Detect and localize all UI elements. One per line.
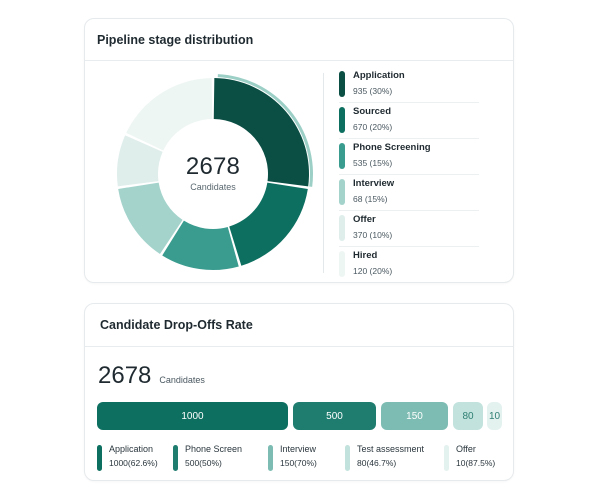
legend-name: Test assessment	[357, 444, 425, 454]
dropoff-legend: Application 1000(62.6%) Phone Screen 500…	[97, 443, 507, 473]
donut-total-label: Candidates	[190, 182, 236, 192]
legend-swatch	[268, 445, 273, 471]
legend-value: 80(46.7%)	[357, 458, 397, 468]
legend-swatch	[444, 445, 449, 471]
legend-value: 535 (15%)	[353, 158, 393, 168]
legend-name: Application	[109, 444, 154, 454]
legend-value: 370 (10%)	[353, 230, 393, 240]
legend-swatch	[173, 445, 178, 471]
legend-item-sourced[interactable]: Sourced 670 (20%)	[339, 103, 479, 139]
legend-name: Hired	[353, 250, 378, 261]
donut-slice-phone-screening[interactable]	[162, 220, 239, 270]
donut-slice-sourced[interactable]	[229, 182, 308, 266]
donut-total: 2678	[185, 153, 241, 180]
legend-name: Phone Screening	[353, 142, 431, 153]
legend-item-interview[interactable]: Interview 68 (15%)	[339, 175, 479, 211]
legend-name: Offer	[353, 214, 376, 225]
funnel-segment-offer[interactable]: 10	[487, 402, 502, 430]
donut-center: 2678 Candidates	[155, 153, 271, 193]
dropoff-total: 2678	[98, 362, 152, 389]
pipeline-donut-chart: 2678 Candidates	[85, 62, 320, 282]
legend-swatch	[97, 445, 102, 471]
legend-value: 1000(62.6%)	[109, 458, 158, 468]
pipeline-card: Pipeline stage distribution 2678 Candida…	[84, 18, 514, 283]
donut-slice-application[interactable]	[213, 78, 309, 187]
dropoff-total-row: 2678 Candidates	[98, 362, 205, 390]
legend-item-phone-screening[interactable]: Phone Screening 535 (15%)	[339, 139, 479, 175]
legend-value: 500(50%)	[185, 458, 222, 468]
legend-name: Offer	[456, 444, 476, 454]
legend-swatch	[339, 107, 345, 133]
legend-swatch	[339, 215, 345, 241]
legend-name: Application	[353, 70, 405, 81]
legend-name: Phone Screen	[185, 444, 243, 454]
legend-swatch	[339, 71, 345, 97]
donut-slice-interview[interactable]	[118, 182, 183, 255]
legend-swatch	[339, 251, 345, 277]
legend-name: Sourced	[353, 106, 392, 117]
legend-value: 670 (20%)	[353, 122, 393, 132]
donut-slice-hired[interactable]	[126, 78, 213, 151]
funnel-segment-interview[interactable]: 150	[381, 402, 448, 430]
pipeline-donut-svg	[117, 74, 313, 270]
legend-value: 935 (30%)	[353, 86, 393, 96]
funnel-segment-application[interactable]: 1000	[97, 402, 288, 430]
dropoff-total-label: Candidates	[159, 375, 205, 385]
legend-swatch	[339, 179, 345, 205]
donut-slice-offer[interactable]	[117, 135, 163, 187]
legend-value: 150(70%)	[280, 458, 317, 468]
legend-item-application[interactable]: Application 935 (30%)	[339, 67, 479, 103]
legend-swatch	[339, 143, 345, 169]
legend-value: 68 (15%)	[353, 194, 388, 204]
legend-item-offer[interactable]: Offer 370 (10%)	[339, 211, 479, 247]
legend-value: 10(87.5%)	[456, 458, 496, 468]
legend-item-hired[interactable]: Hired 120 (20%)	[339, 247, 479, 283]
funnel-segment-test-assessment[interactable]: 80	[453, 402, 483, 430]
dropoff-card: Candidate Drop-Offs Rate 2678 Candidates…	[84, 303, 514, 481]
legend-name: Interview	[353, 178, 395, 189]
legend-swatch	[345, 445, 350, 471]
funnel-segment-phone-screen[interactable]: 500	[293, 402, 376, 430]
dropoff-card-title: Candidate Drop-Offs Rate	[85, 304, 513, 347]
legend-value: 120 (20%)	[353, 266, 393, 276]
legend-divider	[323, 73, 324, 273]
legend-name: Interview	[280, 444, 317, 454]
pipeline-legend: Application 935 (30%) Sourced 670 (20%) …	[339, 67, 479, 283]
pipeline-card-title: Pipeline stage distribution	[85, 19, 513, 61]
